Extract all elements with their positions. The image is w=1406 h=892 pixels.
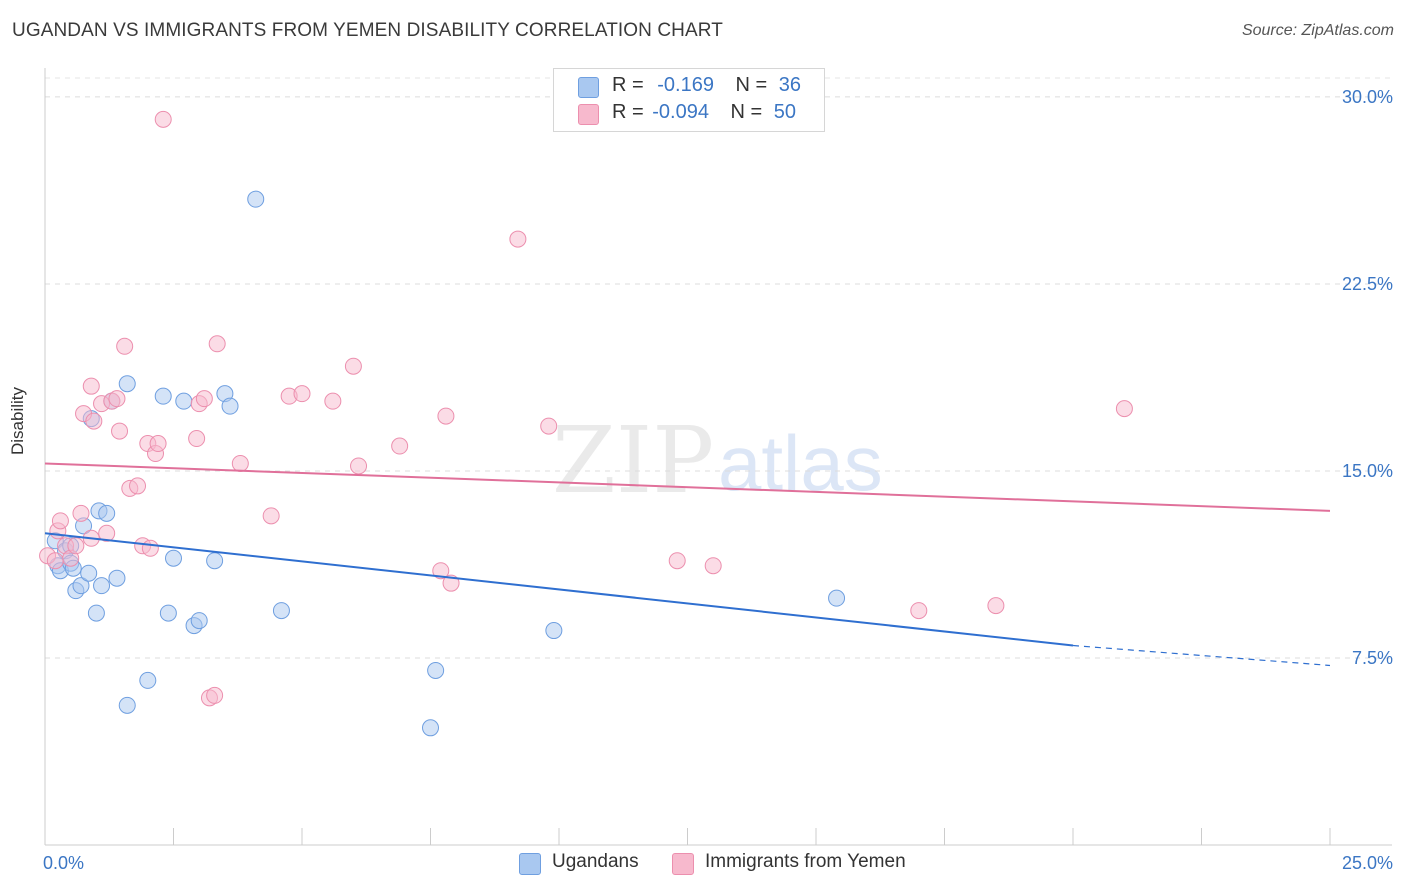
ugandans-point [80, 564, 98, 582]
yemen-swatch [672, 853, 694, 875]
yemen-point [98, 524, 116, 542]
yemen-point [195, 390, 213, 408]
ugandans-point [175, 392, 193, 410]
x-tick-label: 25.0% [1342, 853, 1393, 873]
ugandans-point [545, 622, 563, 640]
y-tick-label: 15.0% [1342, 461, 1393, 481]
legend-r-label: R = [612, 101, 644, 123]
yemen-point [67, 537, 85, 555]
legend-n-value: 36 [778, 74, 802, 96]
yemen-point [344, 357, 362, 375]
ugandans-point [118, 696, 136, 714]
ugandans-point [427, 661, 445, 679]
yemen-point [910, 602, 928, 620]
ugandans-point [247, 190, 265, 208]
yemen-trend-line [44, 462, 1331, 512]
yemen-point [987, 597, 1005, 615]
ugandans-point [108, 569, 126, 587]
ugandans-swatch [578, 77, 599, 98]
yemen-point [437, 407, 455, 425]
yemen-swatch [578, 104, 599, 125]
ugandans-point [93, 577, 111, 595]
ugandans-point [159, 604, 177, 622]
ugandans-point [422, 719, 439, 737]
ugandans-point [87, 604, 105, 622]
ugandans-swatch [519, 853, 541, 875]
ugandans-point [272, 602, 290, 620]
legend-label: Immigrants from Yemen [705, 851, 906, 872]
yemen-point [1115, 400, 1133, 418]
yemen-point [668, 552, 686, 570]
yemen-point [129, 477, 147, 495]
legend-r-value: -0.094 [652, 101, 709, 123]
yemen-point [391, 437, 409, 455]
yemen-point [704, 557, 722, 575]
yemen-point [149, 435, 167, 453]
yemen-point [432, 562, 450, 580]
yemen-point [350, 457, 368, 475]
ugandans-point [72, 577, 90, 595]
chart-title: UGANDAN VS IMMIGRANTS FROM YEMEN DISABIL… [12, 20, 723, 41]
yemen-point [72, 504, 90, 522]
legend-n-label: N = [735, 74, 768, 96]
legend-n-value: 50 [773, 101, 797, 123]
x-tick-label: 0.0% [43, 853, 84, 873]
yemen-point [540, 417, 558, 435]
stats-legend: R = -0.169 N = 36 R = -0.094 N = 50 [553, 68, 825, 132]
legend-n-label: N = [730, 101, 763, 123]
y-tick-label: 22.5% [1342, 274, 1393, 294]
yemen-point [509, 230, 527, 248]
ugandans-trend-extension [1072, 644, 1331, 667]
yemen-point [85, 412, 103, 430]
ugandans-point [206, 552, 224, 570]
ugandans-point [190, 612, 208, 630]
ugandans-point [139, 671, 157, 689]
ugandans-point [154, 387, 172, 405]
yemen-point [51, 512, 69, 530]
y-tick-label: 30.0% [1342, 87, 1393, 107]
yemen-point [46, 552, 64, 570]
yemen-point [108, 390, 126, 408]
yemen-point [141, 539, 159, 557]
watermark-zip: ZIP [552, 407, 714, 514]
legend-r-label: R = [612, 74, 644, 96]
yemen-point [293, 385, 311, 403]
ugandans-point [221, 397, 239, 415]
ugandans-point [118, 375, 136, 393]
legend-r-value: -0.169 [657, 74, 714, 96]
yemen-point [206, 686, 224, 704]
yemen-point [324, 392, 342, 410]
yemen-point [262, 507, 280, 525]
yemen-point [82, 377, 100, 395]
yemen-point [154, 110, 172, 128]
yemen-point [231, 454, 249, 472]
yemen-point [442, 574, 460, 592]
yemen-point [208, 335, 226, 353]
yemen-point [188, 430, 206, 448]
source-label: Source: ZipAtlas.com [1241, 22, 1394, 39]
yemen-point [116, 337, 134, 355]
ugandans-point [165, 549, 182, 567]
ugandans-point [98, 504, 116, 522]
legend-label: Ugandans [552, 851, 639, 872]
yemen-point [111, 422, 129, 440]
ugandans-trend-line [44, 532, 1074, 647]
ugandans-point [828, 589, 846, 607]
y-tick-label: 7.5% [1352, 648, 1393, 668]
